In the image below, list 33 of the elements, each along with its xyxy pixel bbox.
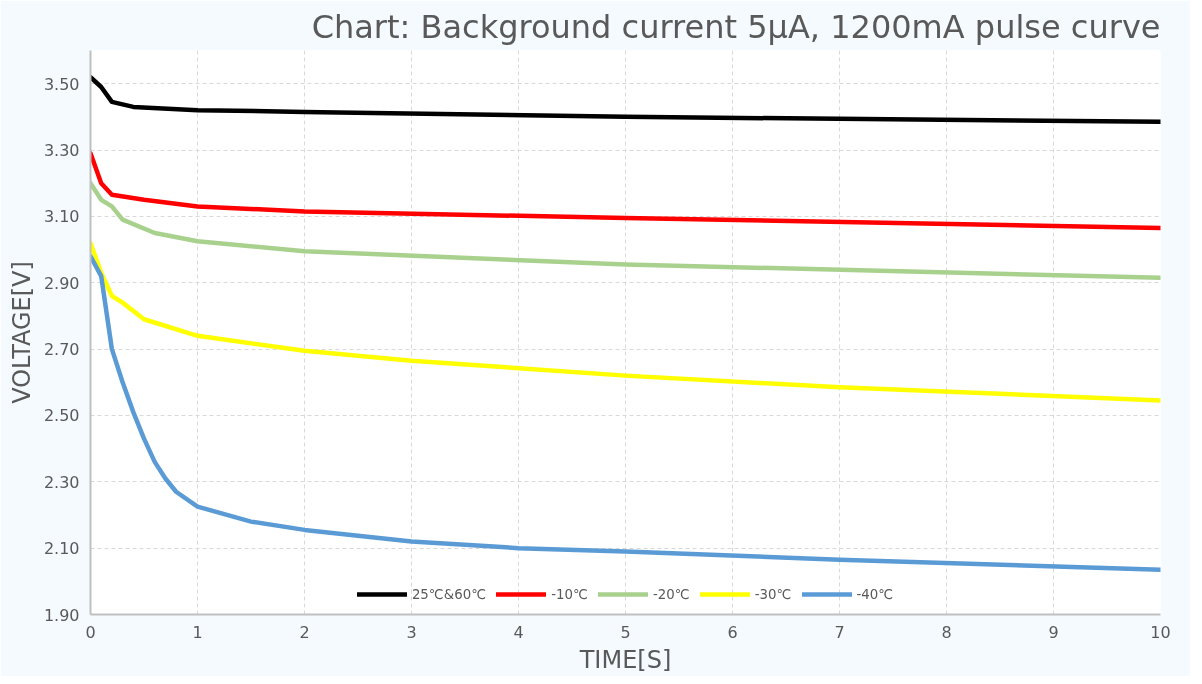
x-axis-title: TIME[S] <box>578 645 672 674</box>
line-series <box>90 151 1161 231</box>
x-tick-label: 7 <box>834 622 845 642</box>
x-tick-label: 4 <box>513 622 524 642</box>
y-tick-label: 2.70 <box>43 340 80 360</box>
legend-label: -30℃ <box>754 586 792 602</box>
y-tick-label: 3.30 <box>43 141 80 161</box>
x-tick-label: 0 <box>85 622 96 642</box>
y-tick-label: 2.90 <box>43 273 80 293</box>
legend-label: 25℃&60℃ <box>411 586 487 602</box>
y-tick-label: 3.50 <box>43 74 80 94</box>
chart-title: Chart: Background current 5μA, 1200mA pulse curve <box>311 7 1161 46</box>
x-tick-label: 10 <box>1150 622 1171 642</box>
y-tick-label: 1.90 <box>43 605 80 625</box>
y-tick-label: 2.50 <box>43 406 80 426</box>
line-series <box>90 74 1161 125</box>
y-tick-label: 3.10 <box>43 207 80 227</box>
y-tick-label: 2.10 <box>43 539 80 559</box>
legend-label: -20℃ <box>652 586 690 602</box>
x-tick-label: 1 <box>192 622 203 642</box>
line-series <box>90 180 1161 281</box>
line-series <box>90 240 1161 403</box>
x-tick-label: 8 <box>941 622 952 642</box>
y-tick-label: 2.30 <box>43 472 80 492</box>
x-tick-label: 5 <box>620 622 631 642</box>
legend-label: -40℃ <box>856 586 894 602</box>
x-tick-label: 6 <box>727 622 738 642</box>
x-tick-label: 2 <box>299 622 310 642</box>
line-series <box>90 253 1161 572</box>
y-axis-title: VOLTAGE[V] <box>7 261 36 404</box>
x-tick-label: 3 <box>406 622 417 642</box>
legend-label: -10℃ <box>551 586 588 602</box>
x-tick-label: 9 <box>1048 622 1059 642</box>
